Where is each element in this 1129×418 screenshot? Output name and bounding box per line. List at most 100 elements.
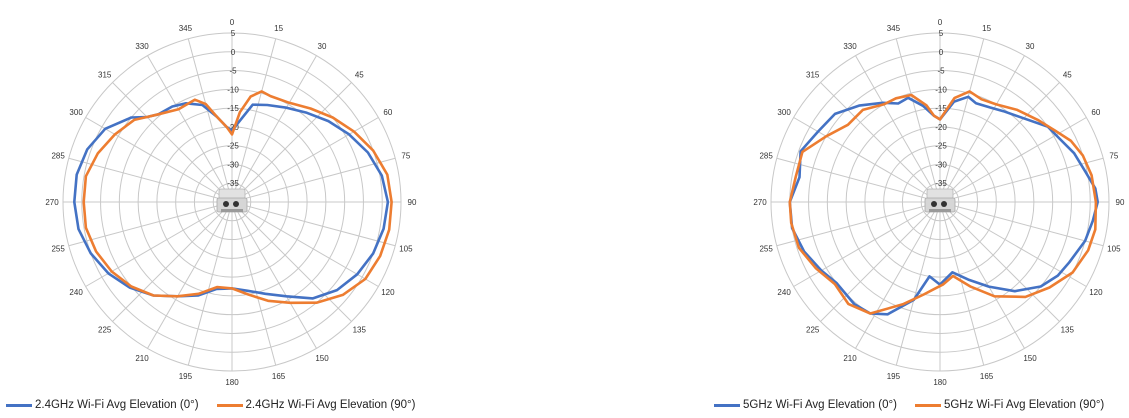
angle-tick-label: 30 xyxy=(1026,42,1035,51)
angle-tick-label: 255 xyxy=(51,245,65,254)
device-port xyxy=(223,201,229,207)
angle-tick-label: 105 xyxy=(1107,245,1121,254)
angle-tick-label: 330 xyxy=(843,42,857,51)
legend-label-5ghz-90deg: 5GHz Wi-Fi Avg Elevation (90°) xyxy=(943,399,1105,411)
grid-spoke xyxy=(112,82,233,203)
angle-tick-label: 45 xyxy=(1063,71,1072,80)
series-line-1 xyxy=(788,90,1098,315)
angle-tick-label: 105 xyxy=(399,245,413,254)
grid-spoke xyxy=(147,55,233,203)
grid-spoke xyxy=(855,55,941,203)
grid-spoke xyxy=(820,201,941,322)
angle-tick-label: 120 xyxy=(381,288,395,297)
grid-spoke xyxy=(231,82,352,203)
radial-tick-label: -15 xyxy=(227,104,239,113)
angle-tick-label: 240 xyxy=(777,288,791,297)
radial-tick-label: -5 xyxy=(229,67,237,76)
grid-spoke xyxy=(939,157,1104,203)
angle-tick-label: 210 xyxy=(135,354,149,363)
angle-tick-label: 300 xyxy=(777,108,791,117)
router-device-icon xyxy=(924,188,956,213)
grid-spoke xyxy=(895,201,941,366)
angle-tick-label: 90 xyxy=(1116,198,1125,207)
angle-tick-label: 285 xyxy=(759,151,773,160)
legend-5ghz: 5GHz Wi-Fi Avg Elevation (0°) 5GHz Wi-Fi… xyxy=(714,399,1122,411)
angle-tick-label: 300 xyxy=(69,108,83,117)
radial-tick-label: -30 xyxy=(227,160,239,169)
grid-spoke xyxy=(68,201,233,247)
angle-tick-label: 285 xyxy=(51,151,65,160)
grid-spoke xyxy=(68,157,233,203)
angle-tick-label: 180 xyxy=(225,378,239,387)
legend-swatch-series0 xyxy=(6,403,32,407)
grid-spoke xyxy=(939,55,1025,203)
series-line-1 xyxy=(82,90,393,305)
angle-tick-label: 135 xyxy=(1061,325,1075,334)
grid-spoke xyxy=(231,157,396,203)
radial-tick-label: 5 xyxy=(231,29,236,38)
grid-spoke xyxy=(776,201,941,247)
angle-tick-label: 330 xyxy=(135,42,149,51)
angle-tick-label: 255 xyxy=(759,245,773,254)
angle-tick-label: 60 xyxy=(383,108,392,117)
grid-spoke xyxy=(939,201,1060,322)
angle-tick-label: 150 xyxy=(1023,354,1037,363)
angle-tick-label: 75 xyxy=(1109,151,1118,160)
radial-tick-label: -15 xyxy=(935,104,947,113)
device-port xyxy=(233,201,239,207)
grid-spoke xyxy=(231,201,352,322)
legend-2-4ghz: 2.4GHz Wi-Fi Avg Elevation (0°) 2.4GHz W… xyxy=(6,399,433,411)
radial-tick-label: -10 xyxy=(227,85,239,94)
angle-tick-label: 270 xyxy=(753,198,767,207)
grid-spoke xyxy=(231,201,379,287)
grid-spoke xyxy=(939,201,1025,349)
grid-spoke xyxy=(231,201,317,349)
legend-label-2-4ghz-0deg: 2.4GHz Wi-Fi Avg Elevation (0°) xyxy=(35,399,199,411)
polar-chart-2-4ghz: 0 15 30 45 60 75 90 105 120 135 150 165 180 195 210 225… xyxy=(45,18,417,387)
legend-swatch-series1 xyxy=(914,403,941,407)
angle-tick-label: 195 xyxy=(887,372,901,381)
angle-tick-label: 270 xyxy=(45,198,59,207)
radial-tick-label: -25 xyxy=(935,142,947,151)
grid-spoke xyxy=(939,117,1087,203)
grid-spoke xyxy=(939,38,985,203)
angle-tick-label: 180 xyxy=(933,378,947,387)
grid-spoke xyxy=(939,201,1104,247)
angle-tick-label: 0 xyxy=(230,18,235,27)
radial-tick-label: 5 xyxy=(939,29,944,38)
angle-tick-label: 225 xyxy=(98,325,112,334)
radial-tick-label: -25 xyxy=(227,142,239,151)
grid-spoke xyxy=(85,117,233,203)
angle-tick-label: 30 xyxy=(318,42,327,51)
device-base xyxy=(929,209,951,212)
polar-chart-5ghz: 0 15 30 45 60 75 90 105 120 135 150 165 180 195 210 225… xyxy=(753,18,1125,387)
angle-tick-label: 120 xyxy=(1089,288,1103,297)
radial-tick-label: 0 xyxy=(231,48,236,57)
angle-tick-label: 225 xyxy=(806,325,820,334)
grid-spoke xyxy=(187,38,233,203)
legend-entry-2-4ghz-0deg: 2.4GHz Wi-Fi Avg Elevation (0°) xyxy=(6,399,199,411)
grid-spoke xyxy=(147,201,233,349)
device-port xyxy=(941,201,947,207)
device-top xyxy=(926,188,954,200)
device-port xyxy=(931,201,937,207)
legend-swatch-series1 xyxy=(216,403,243,407)
angle-tick-label: 165 xyxy=(272,372,286,381)
grid-spoke xyxy=(231,201,277,366)
radial-tick-label: -30 xyxy=(935,160,947,169)
grid-spoke xyxy=(895,38,941,203)
legend-label-5ghz-0deg: 5GHz Wi-Fi Avg Elevation (0°) xyxy=(743,399,897,411)
angle-tick-label: 345 xyxy=(179,24,193,33)
angle-tick-label: 345 xyxy=(887,24,901,33)
angle-tick-label: 195 xyxy=(179,372,193,381)
angle-tick-label: 15 xyxy=(274,24,283,33)
angle-tick-label: 135 xyxy=(353,325,367,334)
angle-tick-label: 90 xyxy=(408,198,417,207)
angle-tick-label: 150 xyxy=(315,354,329,363)
angle-tick-label: 240 xyxy=(69,288,83,297)
radial-tick-label: 0 xyxy=(939,48,944,57)
legend-label-2-4ghz-90deg: 2.4GHz Wi-Fi Avg Elevation (90°) xyxy=(245,399,416,411)
grid-spoke xyxy=(231,55,317,203)
angle-tick-label: 45 xyxy=(355,71,364,80)
